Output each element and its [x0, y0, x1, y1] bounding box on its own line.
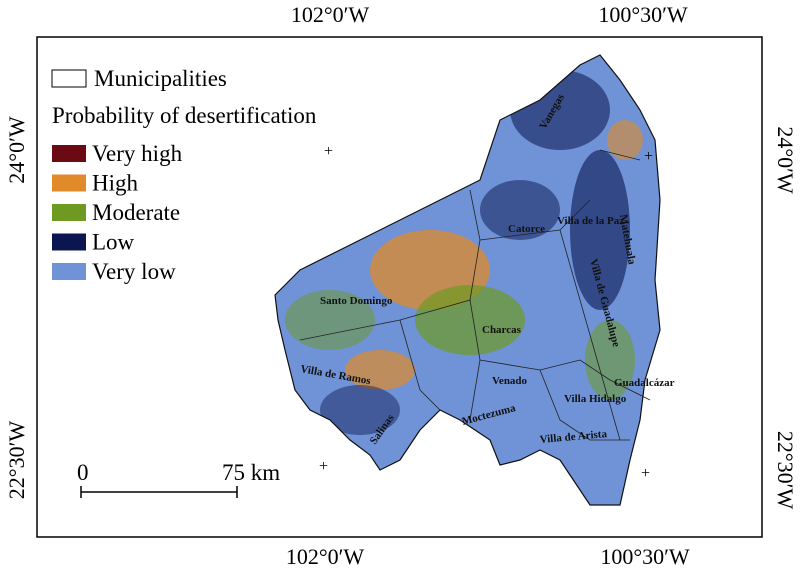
- scale-label: 75 km: [222, 460, 280, 485]
- scale-label: 0: [77, 460, 89, 485]
- municipality-label: Guadalcázar: [614, 377, 675, 389]
- cross: +: [641, 465, 650, 482]
- legend: Very high High Moderate Low Very low: [52, 141, 183, 284]
- frame: [36, 36, 763, 538]
- coord-label: 102°0′W: [291, 2, 370, 27]
- map-area: [275, 55, 660, 505]
- coord-label: 100°30′W: [598, 2, 688, 27]
- legend-boundary: Municipalities: [94, 66, 227, 91]
- coord-label: 22°30′W: [4, 421, 29, 500]
- coord-label: 22°30′W: [773, 431, 798, 510]
- legend-swatch: [52, 204, 86, 221]
- municipality-label: Charcas: [482, 324, 522, 336]
- cross: +: [324, 143, 333, 160]
- legend-title: Probability of desertification: [52, 103, 317, 128]
- municipality-label: Santo Domingo: [320, 295, 393, 307]
- cross: +: [644, 148, 653, 165]
- municipality-label: Villa Hidalgo: [564, 393, 627, 405]
- legend-swatch: [52, 145, 86, 162]
- municipality-label: Venado: [492, 375, 528, 387]
- municipality-label: Villa de la Paz: [557, 215, 624, 227]
- municipality-label: Villa de Arista: [539, 428, 608, 446]
- cross: +: [319, 458, 328, 475]
- legend-swatch: [52, 263, 86, 280]
- coord-label: 102°0′W: [286, 544, 365, 569]
- coord-label: 24°0′W: [4, 116, 29, 184]
- legend-label: Moderate: [92, 200, 180, 225]
- legend-swatch: [52, 233, 86, 251]
- boundaries: [299, 149, 651, 441]
- legend-label: High: [92, 171, 139, 196]
- municipality-label: Catorce: [508, 223, 545, 235]
- legend-swatch: [52, 174, 86, 192]
- legend-boundary-swatch: [51, 69, 87, 88]
- coord-label: 24°0′W: [773, 126, 798, 194]
- graticule-marks: + + + +: [319, 143, 653, 482]
- coord-label: 100°30′W: [600, 544, 690, 569]
- legend-label: Low: [92, 230, 135, 255]
- legend-label: Very low: [92, 259, 176, 284]
- legend-label: Very high: [92, 141, 183, 166]
